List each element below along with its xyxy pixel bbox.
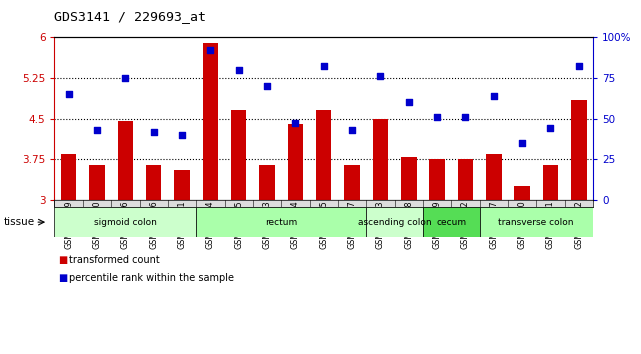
Text: transformed count: transformed count	[69, 255, 160, 265]
Point	[574, 64, 584, 69]
Point	[149, 129, 159, 135]
Text: sigmoid colon: sigmoid colon	[94, 218, 157, 227]
Bar	[288, 124, 303, 200]
Point	[262, 83, 272, 89]
Text: GSM234925: GSM234925	[319, 200, 328, 249]
Text: GSM234913: GSM234913	[376, 200, 385, 249]
Text: GSM234924: GSM234924	[291, 200, 300, 249]
Point	[233, 67, 244, 73]
Point	[404, 99, 414, 105]
Bar	[366, 207, 423, 237]
Bar	[316, 110, 331, 200]
Point	[121, 75, 131, 81]
Bar	[429, 159, 445, 200]
Text: GSM234909: GSM234909	[64, 200, 73, 249]
Point	[319, 64, 329, 69]
Bar	[196, 207, 366, 237]
Text: GSM234916: GSM234916	[121, 200, 130, 249]
Point	[177, 132, 187, 138]
Text: tissue: tissue	[3, 217, 35, 227]
Text: GDS3141 / 229693_at: GDS3141 / 229693_at	[54, 10, 206, 23]
Bar	[146, 165, 162, 200]
Bar	[344, 165, 360, 200]
Text: rectum: rectum	[265, 218, 297, 227]
Point	[205, 47, 215, 53]
Point	[432, 114, 442, 120]
Text: GSM234921: GSM234921	[546, 200, 555, 249]
Text: ■: ■	[58, 255, 67, 265]
Point	[92, 127, 102, 133]
Text: GSM234918: GSM234918	[404, 200, 413, 249]
Text: GSM234914: GSM234914	[206, 200, 215, 249]
Point	[347, 127, 357, 133]
Point	[375, 73, 385, 79]
Point	[63, 91, 74, 97]
Text: transverse colon: transverse colon	[499, 218, 574, 227]
Bar	[203, 42, 218, 200]
Text: GSM234919: GSM234919	[433, 200, 442, 249]
Bar	[174, 170, 190, 200]
Bar	[401, 156, 417, 200]
Point	[460, 114, 470, 120]
Bar	[61, 154, 76, 200]
Text: GSM234915: GSM234915	[234, 200, 243, 249]
Text: GSM234926: GSM234926	[149, 200, 158, 249]
Text: GSM234910: GSM234910	[92, 200, 101, 249]
Point	[545, 126, 556, 131]
Bar	[54, 207, 196, 237]
Text: ascending colon: ascending colon	[358, 218, 431, 227]
Text: GSM234917: GSM234917	[489, 200, 498, 249]
Point	[517, 140, 527, 146]
Bar	[423, 207, 479, 237]
Bar	[514, 187, 530, 200]
Point	[488, 93, 499, 99]
Bar	[259, 165, 275, 200]
Text: GSM234923: GSM234923	[263, 200, 272, 249]
Bar	[117, 121, 133, 200]
Bar	[543, 165, 558, 200]
Point	[290, 121, 301, 126]
Text: GSM234911: GSM234911	[178, 200, 187, 249]
Text: ■: ■	[58, 273, 67, 283]
Bar	[89, 165, 104, 200]
Text: GSM234927: GSM234927	[347, 200, 356, 249]
Text: GSM234922: GSM234922	[574, 200, 583, 249]
Bar	[231, 110, 247, 200]
Text: GSM234912: GSM234912	[461, 200, 470, 249]
Bar	[571, 99, 587, 200]
Bar	[458, 159, 473, 200]
Text: percentile rank within the sample: percentile rank within the sample	[69, 273, 234, 283]
Bar	[372, 119, 388, 200]
Bar	[479, 207, 593, 237]
Text: cecum: cecum	[436, 218, 466, 227]
Bar	[486, 154, 501, 200]
Text: GSM234920: GSM234920	[517, 200, 526, 249]
